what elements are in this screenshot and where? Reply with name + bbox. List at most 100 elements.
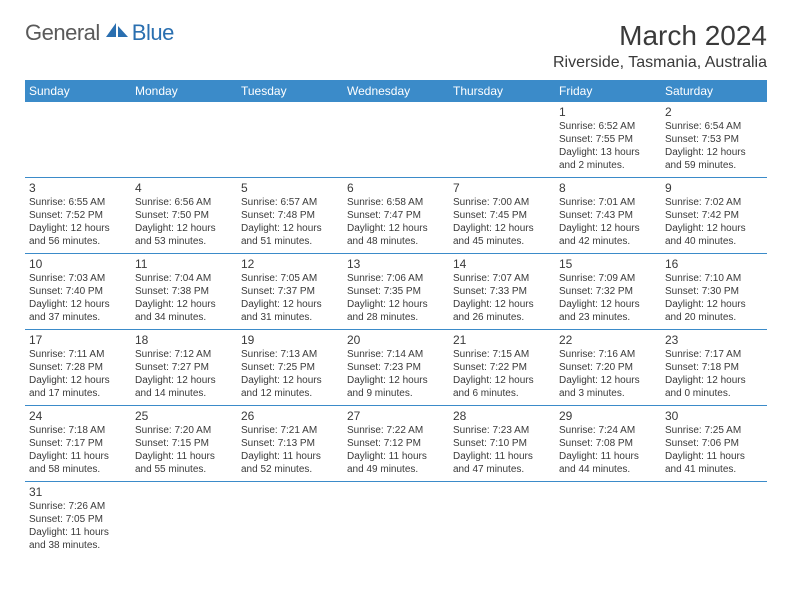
daylight-text: and 28 minutes. bbox=[347, 311, 445, 324]
sunrise-text: Sunrise: 7:17 AM bbox=[665, 348, 763, 361]
daylight-text: Daylight: 12 hours bbox=[559, 298, 657, 311]
sunrise-text: Sunrise: 7:07 AM bbox=[453, 272, 551, 285]
day-number: 23 bbox=[665, 333, 763, 347]
sunset-text: Sunset: 7:55 PM bbox=[559, 133, 657, 146]
daylight-text: Daylight: 11 hours bbox=[559, 450, 657, 463]
daylight-text: and 48 minutes. bbox=[347, 235, 445, 248]
daylight-text: Daylight: 12 hours bbox=[135, 298, 233, 311]
sunset-text: Sunset: 7:08 PM bbox=[559, 437, 657, 450]
daylight-text: Daylight: 12 hours bbox=[559, 222, 657, 235]
sunrise-text: Sunrise: 7:20 AM bbox=[135, 424, 233, 437]
day-cell: 11Sunrise: 7:04 AMSunset: 7:38 PMDayligh… bbox=[131, 254, 237, 330]
day-number: 17 bbox=[29, 333, 127, 347]
day-number: 13 bbox=[347, 257, 445, 271]
sunset-text: Sunset: 7:53 PM bbox=[665, 133, 763, 146]
day-header: Friday bbox=[555, 80, 661, 102]
daylight-text: Daylight: 12 hours bbox=[29, 222, 127, 235]
sunrise-text: Sunrise: 7:04 AM bbox=[135, 272, 233, 285]
sunset-text: Sunset: 7:05 PM bbox=[29, 513, 127, 526]
sunset-text: Sunset: 7:43 PM bbox=[559, 209, 657, 222]
sunrise-text: Sunrise: 7:14 AM bbox=[347, 348, 445, 361]
day-number: 5 bbox=[241, 181, 339, 195]
sunset-text: Sunset: 7:25 PM bbox=[241, 361, 339, 374]
day-cell: 10Sunrise: 7:03 AMSunset: 7:40 PMDayligh… bbox=[25, 254, 131, 330]
sunrise-text: Sunrise: 6:57 AM bbox=[241, 196, 339, 209]
empty-cell bbox=[131, 482, 237, 558]
day-cell: 7Sunrise: 7:00 AMSunset: 7:45 PMDaylight… bbox=[449, 178, 555, 254]
day-number: 1 bbox=[559, 105, 657, 119]
daylight-text: Daylight: 12 hours bbox=[665, 298, 763, 311]
empty-cell bbox=[25, 102, 131, 178]
empty-cell bbox=[237, 482, 343, 558]
day-cell: 5Sunrise: 6:57 AMSunset: 7:48 PMDaylight… bbox=[237, 178, 343, 254]
day-number: 19 bbox=[241, 333, 339, 347]
sunrise-text: Sunrise: 7:01 AM bbox=[559, 196, 657, 209]
calendar-row: 10Sunrise: 7:03 AMSunset: 7:40 PMDayligh… bbox=[25, 254, 767, 330]
sunset-text: Sunset: 7:37 PM bbox=[241, 285, 339, 298]
day-cell: 9Sunrise: 7:02 AMSunset: 7:42 PMDaylight… bbox=[661, 178, 767, 254]
daylight-text: and 42 minutes. bbox=[559, 235, 657, 248]
empty-cell bbox=[449, 482, 555, 558]
day-cell: 2Sunrise: 6:54 AMSunset: 7:53 PMDaylight… bbox=[661, 102, 767, 178]
daylight-text: and 55 minutes. bbox=[135, 463, 233, 476]
day-cell: 1Sunrise: 6:52 AMSunset: 7:55 PMDaylight… bbox=[555, 102, 661, 178]
day-number: 30 bbox=[665, 409, 763, 423]
sunset-text: Sunset: 7:28 PM bbox=[29, 361, 127, 374]
sunrise-text: Sunrise: 7:11 AM bbox=[29, 348, 127, 361]
empty-cell bbox=[449, 102, 555, 178]
day-number: 10 bbox=[29, 257, 127, 271]
sunset-text: Sunset: 7:50 PM bbox=[135, 209, 233, 222]
daylight-text: and 37 minutes. bbox=[29, 311, 127, 324]
calendar-row: 24Sunrise: 7:18 AMSunset: 7:17 PMDayligh… bbox=[25, 406, 767, 482]
day-number: 16 bbox=[665, 257, 763, 271]
daylight-text: and 53 minutes. bbox=[135, 235, 233, 248]
sunset-text: Sunset: 7:22 PM bbox=[453, 361, 551, 374]
daylight-text: Daylight: 12 hours bbox=[241, 298, 339, 311]
sunset-text: Sunset: 7:42 PM bbox=[665, 209, 763, 222]
sunrise-text: Sunrise: 7:09 AM bbox=[559, 272, 657, 285]
day-cell: 15Sunrise: 7:09 AMSunset: 7:32 PMDayligh… bbox=[555, 254, 661, 330]
day-number: 27 bbox=[347, 409, 445, 423]
sunrise-text: Sunrise: 7:05 AM bbox=[241, 272, 339, 285]
day-number: 15 bbox=[559, 257, 657, 271]
daylight-text: and 51 minutes. bbox=[241, 235, 339, 248]
sunset-text: Sunset: 7:10 PM bbox=[453, 437, 551, 450]
day-cell: 24Sunrise: 7:18 AMSunset: 7:17 PMDayligh… bbox=[25, 406, 131, 482]
sunrise-text: Sunrise: 7:15 AM bbox=[453, 348, 551, 361]
sunset-text: Sunset: 7:23 PM bbox=[347, 361, 445, 374]
daylight-text: Daylight: 12 hours bbox=[241, 222, 339, 235]
day-cell: 8Sunrise: 7:01 AMSunset: 7:43 PMDaylight… bbox=[555, 178, 661, 254]
daylight-text: Daylight: 12 hours bbox=[665, 146, 763, 159]
sunset-text: Sunset: 7:15 PM bbox=[135, 437, 233, 450]
sunrise-text: Sunrise: 7:06 AM bbox=[347, 272, 445, 285]
day-number: 2 bbox=[665, 105, 763, 119]
day-number: 29 bbox=[559, 409, 657, 423]
daylight-text: Daylight: 12 hours bbox=[29, 298, 127, 311]
day-number: 7 bbox=[453, 181, 551, 195]
empty-cell bbox=[555, 482, 661, 558]
day-cell: 21Sunrise: 7:15 AMSunset: 7:22 PMDayligh… bbox=[449, 330, 555, 406]
daylight-text: and 40 minutes. bbox=[665, 235, 763, 248]
daylight-text: and 45 minutes. bbox=[453, 235, 551, 248]
sunrise-text: Sunrise: 7:26 AM bbox=[29, 500, 127, 513]
calendar-row: 3Sunrise: 6:55 AMSunset: 7:52 PMDaylight… bbox=[25, 178, 767, 254]
daylight-text: Daylight: 12 hours bbox=[453, 374, 551, 387]
daylight-text: Daylight: 12 hours bbox=[135, 374, 233, 387]
logo: General Blue bbox=[25, 20, 174, 46]
daylight-text: Daylight: 12 hours bbox=[665, 222, 763, 235]
sunset-text: Sunset: 7:35 PM bbox=[347, 285, 445, 298]
daylight-text: and 23 minutes. bbox=[559, 311, 657, 324]
daylight-text: Daylight: 11 hours bbox=[135, 450, 233, 463]
empty-cell bbox=[131, 102, 237, 178]
sunrise-text: Sunrise: 7:12 AM bbox=[135, 348, 233, 361]
sunrise-text: Sunrise: 6:58 AM bbox=[347, 196, 445, 209]
day-cell: 6Sunrise: 6:58 AMSunset: 7:47 PMDaylight… bbox=[343, 178, 449, 254]
sunset-text: Sunset: 7:17 PM bbox=[29, 437, 127, 450]
day-cell: 14Sunrise: 7:07 AMSunset: 7:33 PMDayligh… bbox=[449, 254, 555, 330]
month-title: March 2024 bbox=[553, 20, 767, 52]
daylight-text: Daylight: 12 hours bbox=[453, 222, 551, 235]
day-number: 6 bbox=[347, 181, 445, 195]
day-number: 26 bbox=[241, 409, 339, 423]
sunrise-text: Sunrise: 7:22 AM bbox=[347, 424, 445, 437]
day-number: 8 bbox=[559, 181, 657, 195]
